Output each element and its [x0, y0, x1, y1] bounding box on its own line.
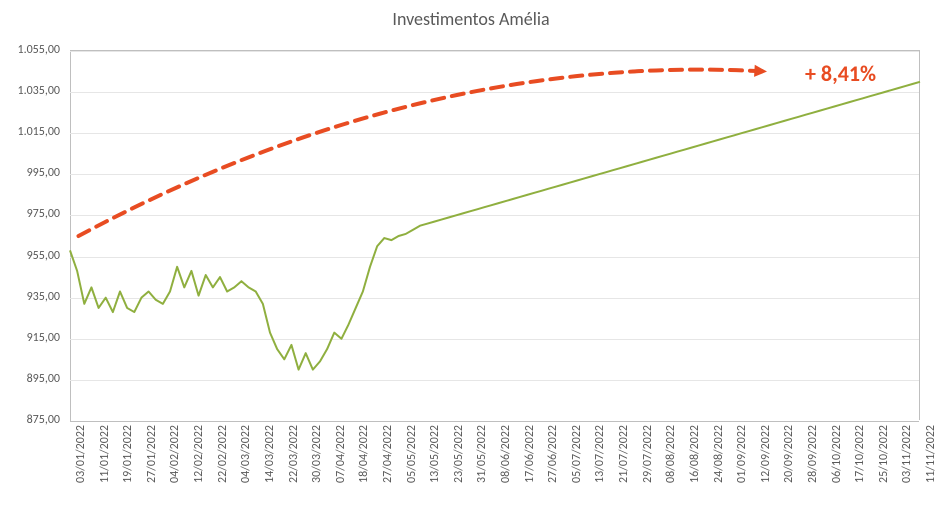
x-tick-label: 20/09/2022 — [782, 425, 796, 483]
x-tick-label: 22/02/2022 — [216, 425, 230, 483]
x-axis: 03/01/2022 11/01/2022 19/01/2022 27/01/2022… — [70, 420, 920, 530]
x-tick-label: 04/03/2022 — [239, 425, 253, 483]
y-tick-label: 915,00 — [27, 331, 60, 345]
x-tick-label: 28/09/2022 — [806, 425, 820, 483]
x-tick-label: 23/05/2022 — [452, 425, 466, 483]
x-tick-label: 30/03/2022 — [310, 425, 324, 483]
x-tick-label: 22/03/2022 — [287, 425, 301, 483]
trend-arrow-head — [754, 65, 767, 77]
x-tick-label: 08/06/2022 — [499, 425, 513, 483]
x-tick-label: 17/06/2022 — [523, 425, 537, 483]
x-tick-label: 06/10/2022 — [830, 425, 844, 483]
chart-svg — [70, 51, 919, 420]
x-tick-label: 16/08/2022 — [688, 425, 702, 483]
x-tick-label: 05/07/2022 — [570, 425, 584, 483]
y-tick-label: 995,00 — [27, 166, 60, 180]
x-tick-label: 27/06/2022 — [546, 425, 560, 483]
x-tick-label: 18/04/2022 — [357, 425, 371, 483]
plot-area — [70, 50, 920, 420]
x-tick-label: 27/04/2022 — [381, 425, 395, 483]
x-tick-label: 07/04/2022 — [334, 425, 348, 483]
chart-container: Investimentos Amélia 875,00 895,00 915,00 9… — [0, 0, 942, 530]
x-tick-label: 27/01/2022 — [145, 425, 159, 483]
y-tick-label: 975,00 — [27, 207, 60, 221]
x-tick-label: 25/10/2022 — [877, 425, 891, 483]
x-tick-label: 13/05/2022 — [428, 425, 442, 483]
x-tick-label: 21/07/2022 — [617, 425, 631, 483]
y-tick-label: 895,00 — [27, 372, 60, 386]
x-tick-label: 04/02/2022 — [168, 425, 182, 483]
chart-title: Investimentos Amélia — [0, 8, 942, 30]
y-axis: 875,00895,00915,00935,00955,00975,00995,… — [0, 50, 65, 420]
x-tick-label: 11/11/2022 — [924, 425, 938, 483]
x-tick-label: 24/08/2022 — [712, 425, 726, 483]
percent-annotation: + 8,41% — [805, 60, 876, 87]
y-tick-label: 935,00 — [27, 290, 60, 304]
x-tick-label: 19/01/2022 — [121, 425, 135, 483]
y-tick-label: 1.055,00 — [17, 43, 60, 57]
x-tick-label: 03/01/2022 — [74, 425, 88, 483]
x-tick-label: 17/10/2022 — [853, 425, 867, 483]
x-tick-label: 11/01/2022 — [98, 425, 112, 483]
series-line — [70, 82, 920, 370]
x-tick-label: 13/07/2022 — [593, 425, 607, 483]
x-tick-label: 08/08/2022 — [664, 425, 678, 483]
x-tick-label: 29/07/2022 — [641, 425, 655, 483]
x-tick-label: 01/09/2022 — [735, 425, 749, 483]
x-tick-label: 31/05/2022 — [475, 425, 489, 483]
y-tick-label: 955,00 — [27, 249, 60, 263]
x-tick-label: 05/05/2022 — [405, 425, 419, 483]
y-tick-label: 1.035,00 — [17, 84, 60, 98]
x-tick-label: 03/11/2022 — [900, 425, 914, 483]
y-tick-label: 1.015,00 — [17, 125, 60, 139]
y-tick-label: 875,00 — [27, 413, 60, 427]
trend-arrow-line — [79, 70, 768, 236]
x-tick-label: 12/09/2022 — [759, 425, 773, 483]
x-tick-label: 12/02/2022 — [192, 425, 206, 483]
x-tick-label: 14/03/2022 — [263, 425, 277, 483]
